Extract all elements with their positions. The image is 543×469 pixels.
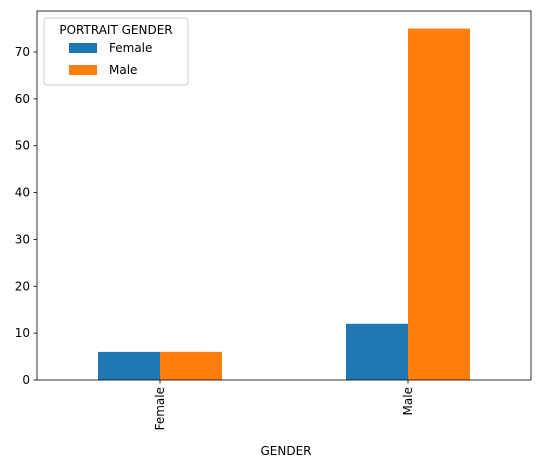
y-tick-label: 30 xyxy=(15,232,30,246)
x-tick-label-male: Male xyxy=(401,387,415,415)
x-axis-label: GENDER xyxy=(260,444,311,458)
bars-layer xyxy=(98,28,470,380)
legend-swatch-male xyxy=(69,65,97,75)
bar-male-male xyxy=(408,28,470,380)
legend-label-female: Female xyxy=(109,41,152,55)
y-tick-label: 10 xyxy=(15,326,30,340)
bar-female-female xyxy=(98,351,160,380)
legend-title: PORTRAIT GENDER xyxy=(59,23,172,37)
legend-label-male: Male xyxy=(109,63,137,77)
y-tick-label: 20 xyxy=(15,279,30,293)
plot-frame xyxy=(36,10,532,381)
y-axis-ticks: 0 10 20 30 40 50 60 70 xyxy=(15,45,37,387)
y-tick-label: 40 xyxy=(15,186,30,200)
x-tick-label-female: Female xyxy=(153,387,167,430)
y-tick-label: 60 xyxy=(15,92,30,106)
y-tick-label: 0 xyxy=(22,373,30,387)
y-tick-label: 70 xyxy=(15,45,30,59)
legend-swatch-female xyxy=(69,43,97,53)
bar-female-male xyxy=(160,351,222,380)
bar-male-female xyxy=(346,323,408,380)
y-tick-label: 50 xyxy=(15,139,30,153)
legend: PORTRAIT GENDER Female Male xyxy=(43,17,189,86)
x-axis-ticks: Female Male xyxy=(153,380,415,430)
